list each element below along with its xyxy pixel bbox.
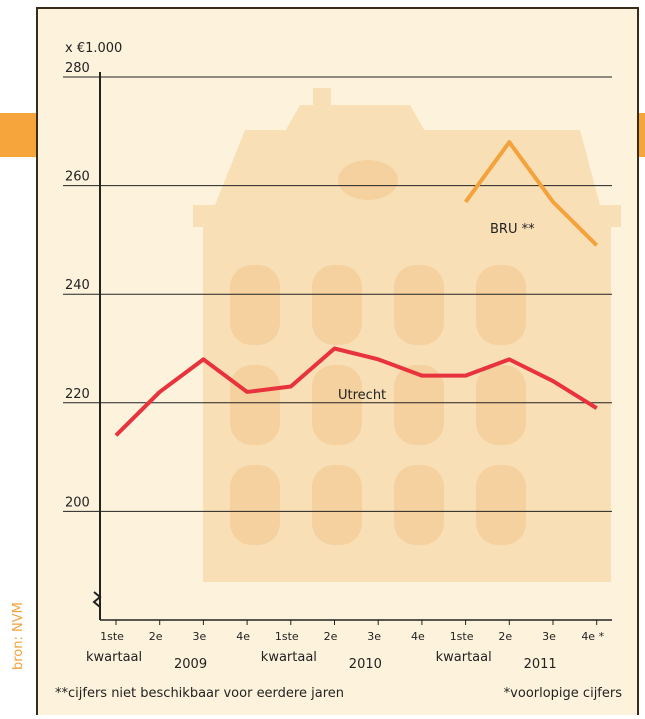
- series-label: Utrecht: [338, 388, 386, 403]
- x-tick-label: 1ste: [275, 630, 299, 643]
- building-illustration: [193, 88, 621, 582]
- y-tick-label: 220: [65, 387, 90, 402]
- x-group-label: kwartaal: [86, 650, 142, 665]
- x-tick-label: 4e: [411, 630, 425, 643]
- y-tick-label: 200: [65, 495, 90, 510]
- x-group-year: 2011: [524, 657, 557, 672]
- y-unit-label: x €1.000: [65, 41, 122, 56]
- y-tick-label: 240: [65, 278, 90, 293]
- x-tick-label: 3e: [367, 630, 381, 643]
- x-tick-label: 1ste: [450, 630, 474, 643]
- x-tick-label: 3e: [193, 630, 207, 643]
- y-tick-label: 280: [65, 61, 90, 76]
- series-line: [114, 346, 598, 437]
- series-line: [463, 140, 599, 247]
- x-tick-label: 4e: [236, 630, 250, 643]
- axis-break: [92, 591, 102, 608]
- source: bron: NVM: [11, 602, 26, 670]
- x-group-label: kwartaal: [436, 650, 492, 665]
- footnote: *voorlopige cijfers: [504, 686, 623, 701]
- x-tick-label: 3e: [542, 630, 556, 643]
- x-group-year: 2009: [174, 657, 207, 672]
- x-tick-label: 4e *: [581, 630, 604, 643]
- x-tick-label: 2e: [498, 630, 512, 643]
- footnote: **cijfers niet beschikbaar voor eerdere …: [55, 686, 344, 701]
- x-group-label: kwartaal: [261, 650, 317, 665]
- x-group-year: 2010: [349, 657, 382, 672]
- x-tick-label: 1ste: [100, 630, 124, 643]
- x-tick-label: 2e: [324, 630, 338, 643]
- y-tick-label: 260: [65, 170, 90, 185]
- x-tick-label: 2e: [149, 630, 163, 643]
- series-label: BRU **: [490, 222, 535, 237]
